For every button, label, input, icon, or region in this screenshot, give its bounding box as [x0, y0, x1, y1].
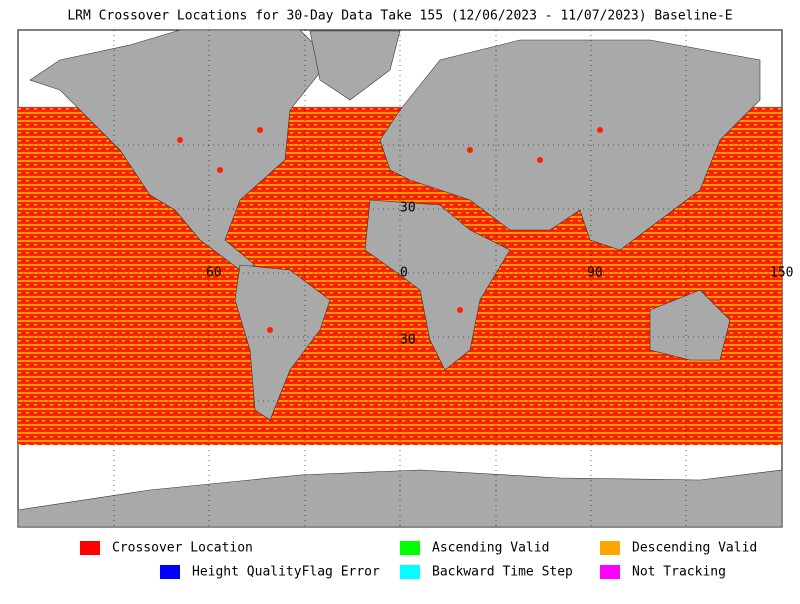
legend-label: Backward Time Step: [432, 565, 573, 580]
map-area: 30 60 0 90 150 30: [17, 29, 793, 528]
lat-label: 30: [400, 333, 416, 348]
land-markers: [177, 127, 603, 333]
legend-label: Descending Valid: [632, 541, 757, 556]
africa: [364, 199, 511, 371]
marker: [177, 137, 183, 143]
legend-label: Not Tracking: [632, 565, 726, 580]
lon-label: 0: [400, 266, 408, 281]
marker: [537, 157, 543, 163]
marker: [457, 307, 463, 313]
greenland: [309, 30, 401, 101]
map-title: LRM Crossover Locations for 30-Day Data …: [67, 9, 732, 24]
south-america: [234, 264, 331, 421]
marker: [267, 327, 273, 333]
eurasia: [379, 39, 761, 251]
lon-label: 90: [587, 266, 603, 281]
marker: [257, 127, 263, 133]
legend: Crossover Location Ascending Valid Descend…: [80, 541, 757, 580]
legend-swatch: [400, 565, 420, 579]
antarctica: [17, 469, 783, 528]
australia: [649, 289, 731, 361]
legend-label: Crossover Location: [112, 541, 253, 556]
legend-swatch: [80, 541, 100, 555]
legend-swatch: [400, 541, 420, 555]
marker: [597, 127, 603, 133]
marker: [467, 147, 473, 153]
lon-label: 60: [206, 266, 222, 281]
marker: [217, 167, 223, 173]
lon-label: 150: [770, 266, 793, 281]
legend-label: Height QualityFlag Error: [192, 565, 380, 580]
legend-swatch: [600, 565, 620, 579]
legend-label: Ascending Valid: [432, 541, 549, 556]
legend-swatch: [160, 565, 180, 579]
legend-swatch: [600, 541, 620, 555]
lat-label: 30: [400, 201, 416, 216]
